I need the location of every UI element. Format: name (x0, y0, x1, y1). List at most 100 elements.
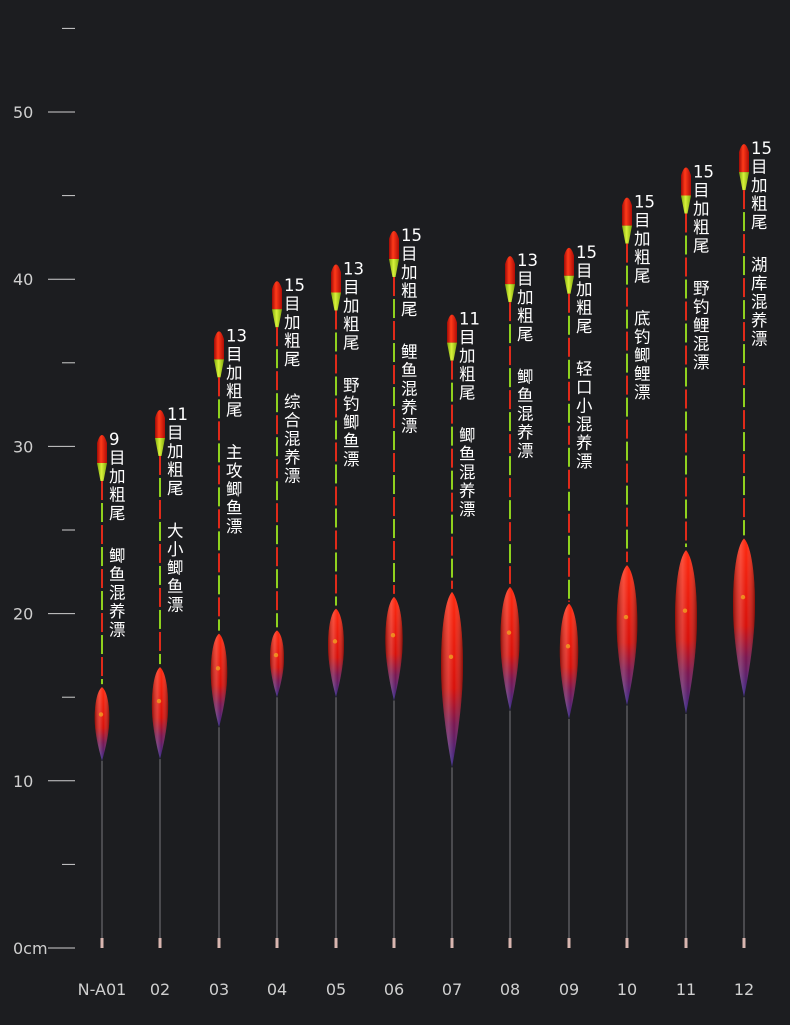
brand-mark (506, 630, 512, 635)
float-body-shine (269, 630, 285, 698)
float-body-shine (94, 687, 110, 761)
float-lineup: 9目加粗尾鲫鱼混养漂N-A0111目加粗尾大小鲫鱼漂0213目加粗尾主攻鲫鱼漂0… (78, 139, 772, 999)
tip-count-label: 13 (343, 259, 364, 278)
tip-desc-label: 目加粗尾 (109, 449, 126, 524)
float-type-label: 鲫鱼混养漂 (459, 426, 476, 519)
float-type-label: 主攻鲫鱼漂 (226, 443, 243, 536)
model-number-label: 09 (559, 980, 579, 999)
float-body-shine (500, 586, 520, 711)
float-body-shine (675, 550, 697, 714)
brand-mark (98, 712, 104, 717)
float-body-shine (328, 608, 344, 698)
foot-end (567, 938, 571, 948)
tip-cap-red (739, 144, 749, 173)
brand-mark (390, 633, 396, 638)
foot-end (334, 938, 338, 948)
float-type-label: 鲫鱼混养漂 (109, 547, 126, 640)
tip-count-label: 15 (751, 139, 772, 158)
tip-count-label: 13 (517, 251, 538, 270)
scale-tick-label: 50 (13, 103, 33, 122)
scale-tick-label: 0cm (13, 939, 48, 958)
float-body-shine (733, 538, 755, 698)
foot-end (100, 938, 104, 948)
tip-desc-label: 目加粗尾 (693, 181, 710, 256)
float-body-shine (616, 565, 638, 706)
tip-count-label: 15 (576, 243, 597, 262)
model-number-label: N-A01 (78, 980, 127, 999)
tip-cap-red (564, 247, 574, 276)
float-body-shine (151, 667, 169, 760)
brand-mark (215, 666, 221, 671)
brand-mark (623, 614, 629, 620)
model-number-label: 07 (442, 980, 462, 999)
scale-tick-label: 10 (13, 772, 33, 791)
model-number-label: 05 (326, 980, 346, 999)
model-number-label: 04 (267, 980, 287, 999)
tip-cap-red (447, 314, 457, 343)
foot-end (158, 938, 162, 948)
tip-cap-red (214, 331, 224, 360)
float-body-shine (210, 633, 228, 728)
float-type-label: 底钓鲫鲤漂 (634, 309, 651, 402)
tip-cap-red (272, 281, 282, 310)
float-type-label: 野钓鲤混漂 (693, 279, 710, 372)
tip-desc-label: 目加粗尾 (517, 270, 534, 345)
tip-desc-label: 目加粗尾 (284, 295, 301, 370)
float-type-label: 大小鲫鱼漂 (167, 521, 184, 614)
tip-cap-green (622, 225, 632, 244)
tip-cap-green (155, 437, 165, 456)
model-number-label: 11 (676, 980, 696, 999)
scale-tick-label: 40 (13, 270, 33, 289)
foot-end (742, 938, 746, 948)
float-type-label: 综合混养漂 (284, 393, 301, 486)
tip-cap-green (214, 359, 224, 378)
float-type-label: 鲤鱼混养漂 (401, 343, 418, 436)
brand-mark (448, 654, 454, 660)
tip-cap-green (505, 284, 515, 303)
foot-end (450, 938, 454, 948)
model-number-label: 03 (209, 980, 229, 999)
float-type-label: 野钓鲫鱼漂 (343, 376, 360, 469)
foot-end (508, 938, 512, 948)
brand-mark (682, 608, 688, 613)
model-number-label: 08 (500, 980, 520, 999)
scale-tick-label: 30 (13, 437, 33, 456)
tip-count-label: 15 (284, 276, 305, 295)
brand-mark (740, 594, 746, 600)
tip-cap-red (389, 231, 399, 260)
tip-desc-label: 目加粗尾 (576, 261, 593, 336)
tip-count-label: 11 (459, 310, 480, 329)
model-number-label: 10 (617, 980, 637, 999)
model-number-label: 06 (384, 980, 404, 999)
tip-cap-green (739, 172, 749, 191)
tip-count-label: 15 (693, 163, 714, 182)
tip-desc-label: 目加粗尾 (751, 158, 768, 233)
tip-cap-green (447, 342, 457, 361)
tip-count-label: 15 (634, 193, 655, 212)
brand-mark (332, 639, 338, 644)
tip-desc-label: 目加粗尾 (226, 345, 243, 420)
brand-mark (565, 644, 571, 649)
scale-tick-label: 20 (13, 605, 33, 624)
tip-desc-label: 目加粗尾 (401, 245, 418, 320)
foot-end (217, 938, 221, 948)
tip-cap-red (681, 167, 691, 196)
tip-desc-label: 目加粗尾 (634, 211, 651, 286)
foot-end (392, 938, 396, 948)
foot-end (275, 938, 279, 948)
tip-cap-green (564, 275, 574, 294)
float-type-label: 轻口小混养漂 (576, 359, 593, 471)
tip-cap-green (331, 292, 341, 311)
tip-count-label: 11 (167, 405, 188, 424)
model-number-label: 12 (734, 980, 754, 999)
